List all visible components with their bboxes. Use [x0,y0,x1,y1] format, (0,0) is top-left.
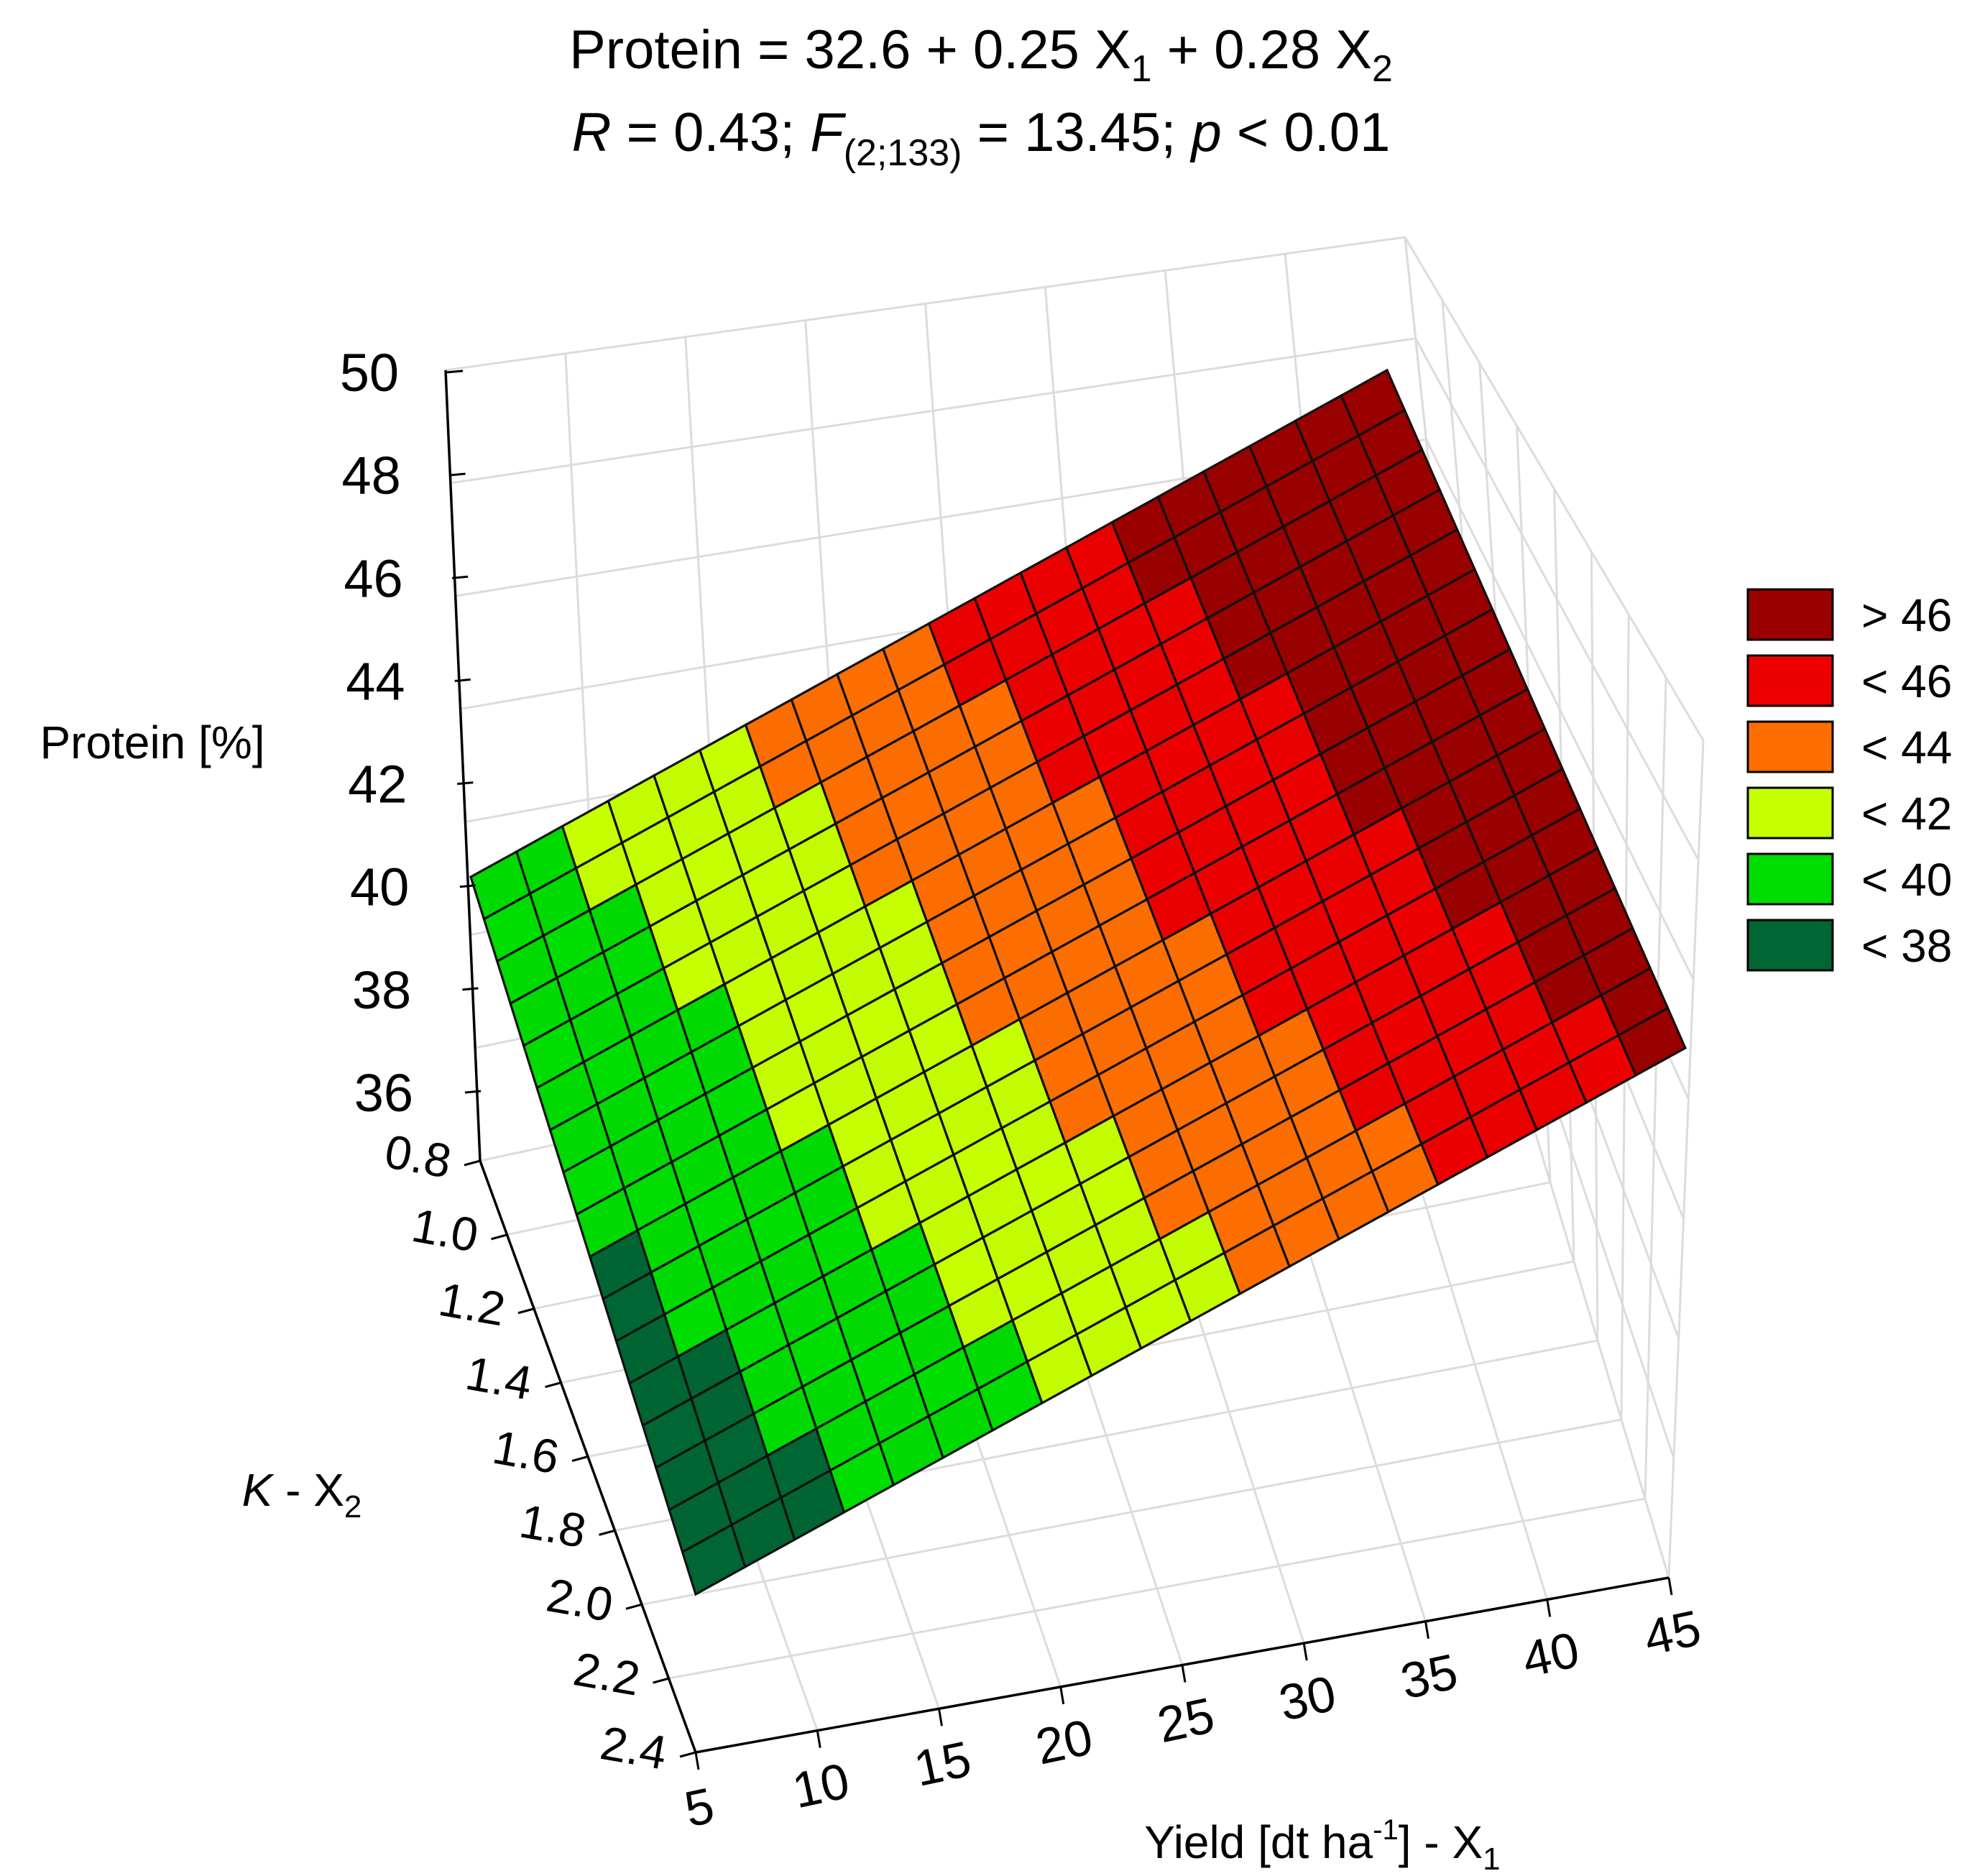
y-tick-label: 1.6 [489,1420,563,1484]
y-tick-label: 2.2 [570,1642,644,1706]
x-tick-mark [1667,1577,1673,1596]
grid-line-right-h [1425,438,1695,980]
x-tick-mark [1059,1686,1065,1705]
grid-line-back-h [450,337,1416,484]
legend-label: > 46 [1861,589,1952,641]
y-axis-label: K - X2 [242,1464,362,1525]
y-tick-mark [679,1751,696,1758]
x-tick-label: 45 [1639,1599,1705,1665]
z-tick-label: 42 [348,755,407,814]
z-tick-label: 38 [352,960,411,1020]
x-tick-mark [816,1730,821,1748]
y-tick-label: 0.8 [381,1124,455,1188]
z-tick-mark [446,369,464,374]
x-axis-label: Yield [dt ha-1] - X1 [1144,1814,1500,1876]
z-tick-label: 48 [342,446,401,505]
grid-line-right-v [1644,677,1667,1499]
z-axis-line [444,369,482,1162]
y-tick-mark [545,1381,561,1389]
legend-swatch [1746,654,1834,707]
x-tick-mark [1424,1621,1429,1639]
grid-line-floor-y [641,1418,1622,1606]
x-tick-mark [1546,1599,1552,1617]
legend-swatch [1746,852,1834,906]
z-tick-mark [454,678,471,682]
x-tick-label: 40 [1518,1622,1584,1688]
legend: > 46 < 46 < 44 < 42 < 40 < 38 [1746,588,1952,972]
y-tick-mark [464,1159,481,1167]
x-tick-label: 15 [909,1731,975,1797]
grid-line-right-v [1667,740,1705,1578]
z-tick-label: 40 [350,857,409,917]
legend-label: < 38 [1861,920,1952,972]
x-tick-label: 10 [788,1752,854,1818]
legend-swatch [1746,588,1834,641]
surface [469,368,1687,1596]
z-axis-label: Protein [%] [40,717,264,768]
z-tick-mark [459,884,476,888]
legend-swatch [1746,720,1834,773]
y-tick-mark [653,1677,669,1684]
legend-swatch [1746,919,1834,972]
z-tick-mark [464,1090,482,1094]
z-tick-mark [452,575,469,579]
surface-cell [1616,1006,1687,1077]
x-tick-mark [694,1752,700,1770]
z-tick-mark [462,987,479,991]
legend-label: < 44 [1861,722,1952,773]
y-tick-mark [571,1456,589,1462]
legend-label: < 46 [1861,656,1952,707]
x-tick-mark [938,1709,943,1726]
x-tick-label: 25 [1153,1687,1219,1753]
y-tick-mark [491,1233,507,1241]
y-tick-mark [599,1529,615,1536]
grid-line-floor-y [668,1497,1646,1680]
z-tick-label: 46 [344,548,402,608]
grid-line-right-h [1414,337,1700,861]
legend-label: < 42 [1861,788,1952,840]
chart-title-line1: Protein = 32.6 + 0.25 X1 + 0.28 X2 [569,19,1393,90]
legend-swatch [1746,786,1834,840]
z-tick-label: 36 [354,1063,413,1123]
z-tick-mark [457,781,474,786]
x-tick-mark [1181,1665,1187,1683]
grid-line-back-h [445,236,1406,372]
y-tick-label: 1.2 [435,1272,509,1336]
x-tick-label: 5 [680,1777,719,1837]
tick-labels: 36 38 40 42 44 46 48 50 0.8 1.0 1.2 1.4 1.6 1.8 2.0 2.2… [340,343,1706,1838]
x-tick-mark [1302,1642,1308,1661]
x-tick-label: 20 [1031,1709,1097,1775]
y-tick-label: 2.4 [597,1716,671,1780]
y-tick-mark [517,1307,535,1315]
legend-label: < 40 [1861,854,1952,906]
y-tick-label: 2.0 [543,1568,617,1632]
y-tick-mark [625,1603,643,1610]
y-tick-label: 1.0 [408,1198,482,1262]
chart-title-line2: R = 0.43; F(2;133) = 13.45; p < 0.01 [572,102,1391,174]
z-tick-label: 50 [340,343,399,403]
z-tick-mark [449,472,466,477]
y-tick-label: 1.4 [462,1346,536,1410]
x-tick-label: 35 [1396,1643,1462,1709]
grid-line-right-h [1404,236,1705,741]
y-tick-label: 1.8 [516,1494,590,1558]
z-tick-label: 44 [346,651,405,711]
x-tick-label: 30 [1274,1665,1340,1731]
